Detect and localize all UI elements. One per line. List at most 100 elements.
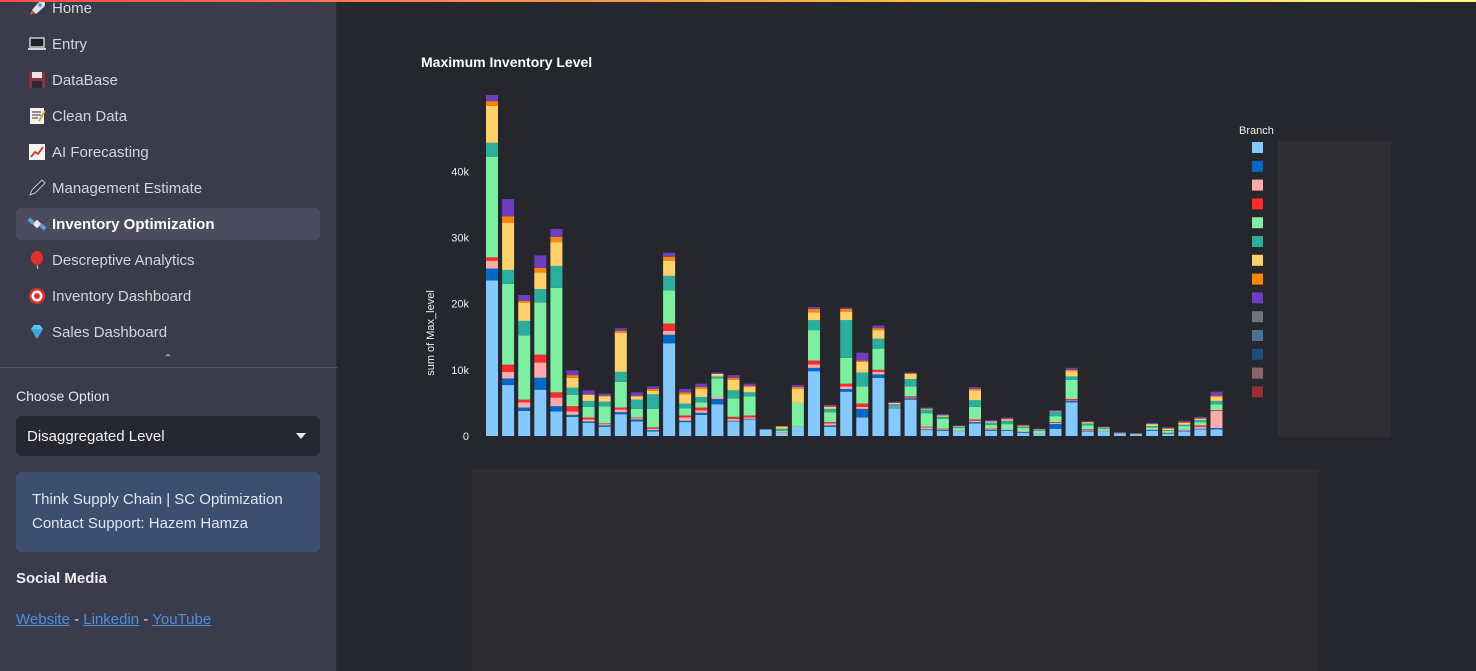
bar-segment[interactable] [824, 425, 837, 427]
bar-segment[interactable] [598, 401, 611, 407]
bar-segment[interactable] [775, 428, 788, 431]
sidebar-item-sales-dashboard[interactable]: Sales Dashboard [16, 316, 320, 348]
bar-segment[interactable] [1001, 424, 1014, 430]
bar-segment[interactable] [1178, 426, 1191, 430]
bar-segment[interactable] [695, 383, 708, 388]
bar-segment[interactable] [840, 383, 853, 387]
bar-segment[interactable] [1178, 422, 1191, 425]
bar-segment[interactable] [1065, 402, 1078, 436]
bar-segment[interactable] [1017, 425, 1030, 427]
bar-segment[interactable] [985, 420, 998, 422]
bar-segment[interactable] [647, 427, 659, 429]
sidebar-item-inventory-optimization[interactable]: Inventory Optimization [16, 208, 320, 240]
bar-segment[interactable] [647, 391, 659, 395]
sidebar-item-home[interactable]: Home [16, 0, 320, 24]
bar-segment[interactable] [598, 423, 611, 425]
chevron-up-icon[interactable]: ⌃ [163, 353, 173, 365]
legend-swatch[interactable] [1252, 179, 1263, 191]
bar-segment[interactable] [969, 419, 981, 421]
legend-swatch[interactable] [1252, 367, 1263, 379]
bar-segment[interactable] [614, 414, 627, 436]
bar-segment[interactable] [550, 392, 563, 398]
bar-segment[interactable] [808, 367, 820, 372]
bar-segment[interactable] [647, 386, 659, 390]
bar-segment[interactable] [872, 377, 885, 436]
bar-segment[interactable] [1081, 421, 1094, 423]
bar-segment[interactable] [711, 404, 724, 436]
bar-segment[interactable] [727, 416, 740, 419]
bar-segment[interactable] [582, 394, 595, 395]
bar-segment[interactable] [1210, 395, 1223, 397]
bar-segment[interactable] [630, 396, 643, 400]
bar-segment[interactable] [534, 272, 547, 290]
bar-segment[interactable] [502, 222, 515, 270]
bar-segment[interactable] [582, 406, 595, 418]
bar-segment[interactable] [598, 393, 611, 396]
bar-segment[interactable] [1017, 424, 1030, 426]
bar-segment[interactable] [904, 373, 917, 380]
bar-segment[interactable] [808, 312, 820, 321]
bar-segment[interactable] [824, 423, 837, 426]
bar-segment[interactable] [550, 406, 563, 412]
bar-segment[interactable] [727, 379, 740, 391]
bar-segment[interactable] [647, 408, 659, 428]
bar-segment[interactable] [824, 422, 837, 424]
bar-segment[interactable] [486, 156, 498, 258]
bar-segment[interactable] [566, 416, 579, 436]
bar-segment[interactable] [550, 242, 563, 266]
bar-segment[interactable] [1033, 433, 1046, 435]
bar-segment[interactable] [1113, 432, 1126, 434]
bar-segment[interactable] [1210, 396, 1223, 401]
bar-segment[interactable] [1194, 428, 1207, 430]
bar-segment[interactable] [1017, 426, 1030, 429]
bar-segment[interactable] [550, 287, 563, 393]
bar-segment[interactable] [663, 256, 676, 261]
bar-segment[interactable] [550, 411, 563, 436]
bar-segment[interactable] [502, 199, 515, 217]
bar-segment[interactable] [1081, 429, 1094, 431]
bar-segment[interactable] [679, 389, 692, 393]
bar-segment[interactable] [486, 268, 498, 281]
bar-segment[interactable] [1001, 417, 1014, 419]
bar-segment[interactable] [550, 236, 563, 243]
bar-segment[interactable] [1210, 428, 1223, 430]
bar-segment[interactable] [759, 429, 772, 436]
legend-swatch[interactable] [1252, 311, 1263, 323]
bar-segment[interactable] [695, 402, 708, 408]
bar-segment[interactable] [791, 385, 804, 388]
bar-segment[interactable] [888, 407, 901, 409]
bar-segment[interactable] [679, 420, 692, 423]
bar-segment[interactable] [486, 105, 498, 143]
bar-segment[interactable] [1049, 422, 1062, 423]
bar-segment[interactable] [1194, 429, 1207, 436]
bar-segment[interactable] [1146, 424, 1159, 427]
bar-segment[interactable] [550, 228, 563, 237]
bar-segment[interactable] [936, 429, 949, 431]
bar-segment[interactable] [969, 387, 981, 390]
sidebar-item-ai-forecasting[interactable]: AI Forecasting [16, 136, 320, 168]
bar-segment[interactable] [985, 421, 998, 423]
bar-segment[interactable] [582, 419, 595, 422]
bar-segment[interactable] [614, 381, 627, 408]
bar-segment[interactable] [1097, 428, 1110, 429]
bar-segment[interactable] [566, 387, 579, 395]
bar-segment[interactable] [888, 402, 901, 405]
youtube-link[interactable]: YouTube [152, 611, 212, 628]
bar-segment[interactable] [727, 375, 740, 378]
bar-segment[interactable] [647, 431, 659, 436]
bar-segment[interactable] [936, 428, 949, 430]
bar-segment[interactable] [1162, 430, 1175, 433]
bar-segment[interactable] [936, 416, 949, 419]
sidebar-item-database[interactable]: DataBase [16, 64, 320, 96]
bar-segment[interactable] [743, 396, 756, 416]
bar-segment[interactable] [1065, 371, 1078, 377]
legend-swatch[interactable] [1252, 160, 1263, 172]
bar-segment[interactable] [1065, 400, 1078, 401]
bar-segment[interactable] [1097, 426, 1110, 428]
bar-segment[interactable] [582, 421, 595, 423]
bar-segment[interactable] [486, 257, 498, 261]
bar-segment[interactable] [808, 360, 820, 365]
bar-segment[interactable] [1178, 430, 1191, 432]
bar-segment[interactable] [727, 398, 740, 417]
bar-segment[interactable] [920, 429, 933, 431]
